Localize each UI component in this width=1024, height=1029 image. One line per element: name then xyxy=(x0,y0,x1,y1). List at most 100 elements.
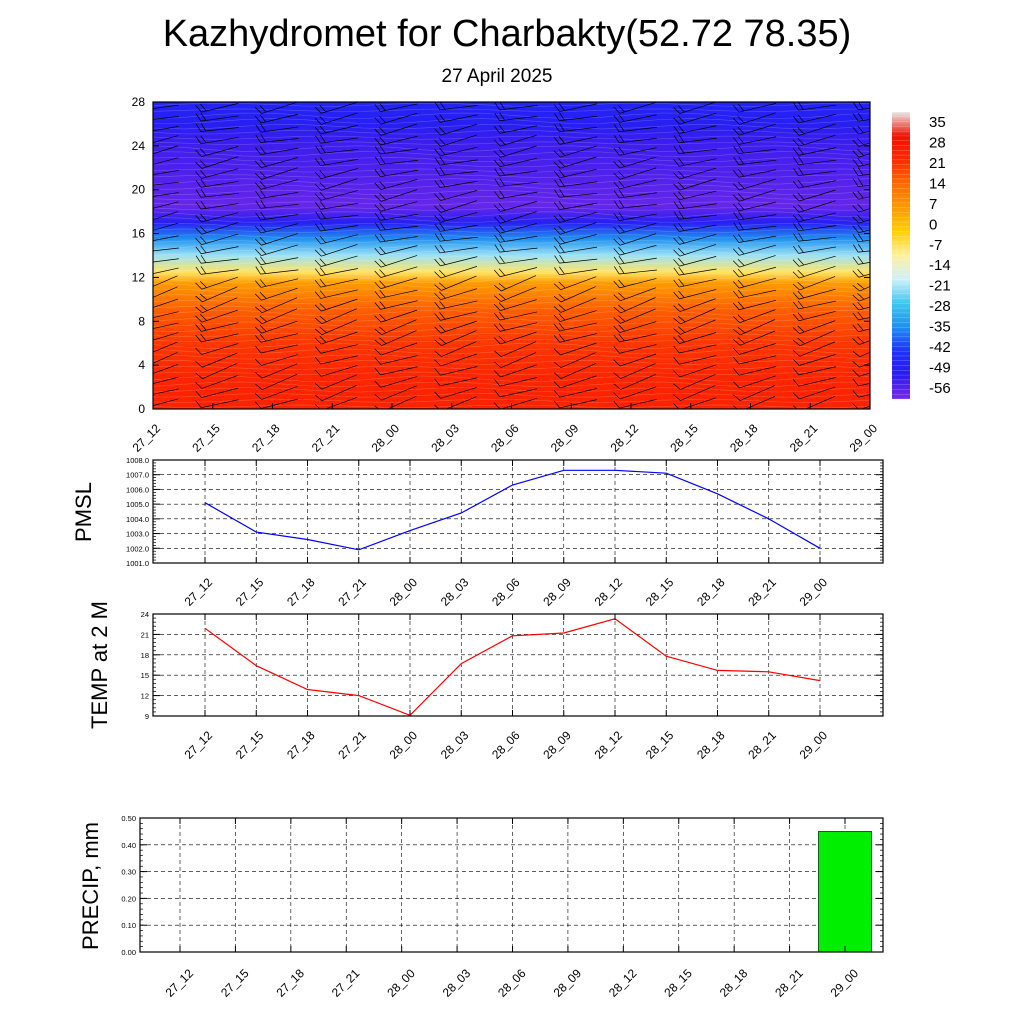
wind-barb xyxy=(733,201,777,212)
wind-barb xyxy=(733,211,777,221)
wind-barb xyxy=(315,134,359,144)
wind-barb xyxy=(153,125,179,134)
wind-barb xyxy=(314,168,358,179)
wind-barb xyxy=(434,123,478,136)
wind-barb xyxy=(613,399,657,409)
wind-barb xyxy=(153,332,179,344)
temperature-contour xyxy=(153,112,870,119)
wind-barb xyxy=(673,145,717,154)
x-tick-label: 28_00 xyxy=(387,728,421,762)
wind-barb xyxy=(733,234,777,243)
wind-barb xyxy=(792,320,836,335)
wind-barb xyxy=(792,212,836,223)
wind-barb xyxy=(195,135,239,145)
time-tick-label: 28_03 xyxy=(428,421,462,455)
wind-barb xyxy=(553,145,597,158)
wind-barb xyxy=(494,190,538,199)
colorbar-tick-label: 28 xyxy=(929,134,946,151)
wind-barb xyxy=(493,397,537,409)
wind-barb xyxy=(613,308,656,324)
colorbar-tick-label: 7 xyxy=(929,196,937,213)
wind-barb xyxy=(493,331,537,345)
wind-barb xyxy=(255,211,299,221)
wind-barb xyxy=(153,247,179,253)
wind-barb xyxy=(733,103,777,113)
wind-barb xyxy=(153,376,179,387)
wind-barb xyxy=(434,134,478,147)
wind-barb xyxy=(434,256,478,267)
pmsl-y-axis: 1001.0 1002.0 1003.0 1004.0 1005.0 1006.0 1007… xyxy=(126,456,883,568)
wind-barb xyxy=(614,265,657,275)
x-tick-label: 27_18 xyxy=(284,575,318,609)
x-tick-label: 28_09 xyxy=(540,728,574,762)
wind-barb xyxy=(613,374,656,390)
x-tick-label: 29_00 xyxy=(797,728,831,762)
precip-frame xyxy=(139,817,884,953)
precip-y-axis: 0.00 0.10 0.20 0.30 0.40 0.50 xyxy=(121,814,883,957)
wind-barb xyxy=(314,365,358,377)
wind-barbs xyxy=(153,102,870,409)
temperature-contour xyxy=(153,288,870,294)
wind-barb xyxy=(314,289,358,299)
precip-axis-label: PRECIP, mm xyxy=(78,822,103,950)
wind-barb xyxy=(153,157,179,168)
pmsl-axis-label: PMSL xyxy=(71,482,96,542)
wind-barb xyxy=(254,233,298,246)
wind-barb xyxy=(613,179,657,190)
wind-barb xyxy=(613,147,657,156)
wind-barb xyxy=(673,355,717,365)
wind-barb xyxy=(553,363,596,379)
wind-barb xyxy=(732,244,776,256)
wind-barb xyxy=(494,125,538,134)
wind-barb xyxy=(255,344,299,354)
wind-barb xyxy=(613,278,657,289)
wind-barb xyxy=(153,116,179,121)
wind-barb xyxy=(494,255,538,265)
wind-barb xyxy=(852,331,870,345)
wind-barb xyxy=(494,267,538,278)
time-tick-label: 28_00 xyxy=(369,421,403,455)
x-tick-label: 27_12 xyxy=(182,575,216,609)
wind-barb xyxy=(673,233,717,245)
wind-barb xyxy=(314,308,357,325)
height-tick-label: 0 xyxy=(138,402,145,416)
colorbar-tick-label: -42 xyxy=(929,339,951,356)
wind-barb xyxy=(314,384,357,402)
wind-barb xyxy=(553,352,596,368)
wind-barb xyxy=(254,102,298,114)
wind-barb xyxy=(733,136,777,145)
wind-barb xyxy=(195,375,238,389)
x-tick-label: 29_00 xyxy=(797,575,831,609)
height-tick-label: 8 xyxy=(138,314,145,328)
wind-barb xyxy=(374,103,418,112)
wind-barb xyxy=(852,167,870,177)
wind-barb xyxy=(254,354,298,366)
x-tick-label: 28_09 xyxy=(540,575,574,609)
y-tick-label: 0.20 xyxy=(121,894,136,903)
wind-barb xyxy=(195,266,239,275)
wind-barb xyxy=(613,189,657,199)
wind-barb xyxy=(613,212,657,221)
wind-barb xyxy=(852,223,870,234)
temperature-contour xyxy=(153,207,870,211)
wind-barb xyxy=(493,201,537,212)
height-tick-label: 20 xyxy=(132,183,146,197)
wind-barb xyxy=(732,123,776,136)
wind-barb xyxy=(195,112,239,122)
wind-barb xyxy=(793,156,837,166)
wind-barb xyxy=(153,298,179,312)
wind-barb xyxy=(434,288,478,301)
wind-barb xyxy=(493,223,537,234)
x-tick-label: 28_15 xyxy=(643,575,677,609)
wind-barb xyxy=(792,276,836,291)
wind-barb xyxy=(255,373,298,391)
wind-barb xyxy=(494,178,538,187)
wind-barb xyxy=(153,145,179,158)
x-tick-label: 27_15 xyxy=(233,575,267,609)
wind-barb xyxy=(153,104,179,111)
wind-barb xyxy=(153,286,178,303)
wind-barb xyxy=(374,376,418,388)
wind-barb xyxy=(493,145,537,158)
wind-barb xyxy=(554,254,598,264)
